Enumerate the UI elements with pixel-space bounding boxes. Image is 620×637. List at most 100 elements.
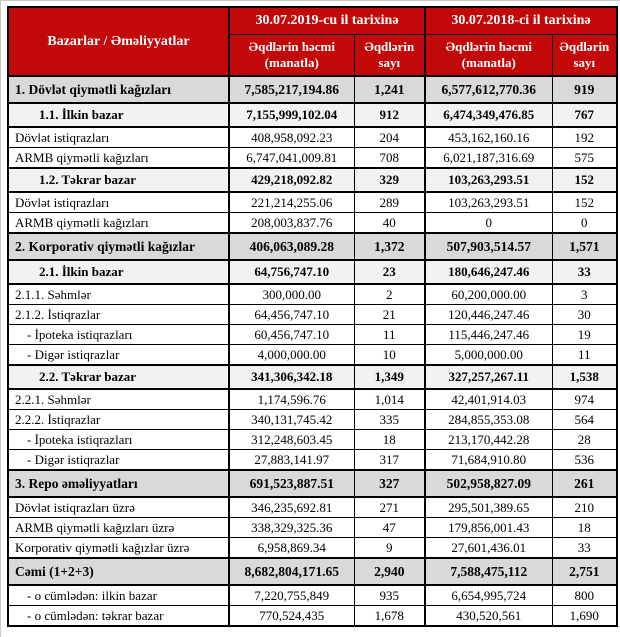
deal-volume-cell: 103,263,293.51 xyxy=(424,167,553,193)
deal-count-cell: 11 xyxy=(551,344,618,366)
row-label: - İpoteka istiqrazları xyxy=(7,324,230,345)
deal-count-cell: 912 xyxy=(353,102,426,128)
deal-count-cell: 23 xyxy=(353,259,426,285)
row-label: Dövlət istiqrazları xyxy=(7,126,230,148)
deal-volume-cell: 27,601,436.01 xyxy=(424,537,553,559)
deal-count-cell: 575 xyxy=(551,147,618,169)
column-header-volume-2018: Əqdlərin həcmi (manatla) xyxy=(424,34,553,77)
deal-count-cell: 271 xyxy=(353,496,426,518)
table-row: - Digər istiqrazlar 4,000,000.00 10 5,000,0… xyxy=(7,344,618,366)
deal-volume-cell: 42,401,914.03 xyxy=(424,388,553,410)
deal-count-cell: 10 xyxy=(353,344,426,366)
deal-volume-cell: 64,456,747.10 xyxy=(228,304,355,325)
deal-volume-cell: 6,958,869.34 xyxy=(228,537,355,559)
deal-volume-cell: 429,218,092.82 xyxy=(228,167,355,193)
deal-volume-cell: 502,958,827.09 xyxy=(424,469,553,498)
deal-volume-cell: 340,131,745.42 xyxy=(228,409,355,430)
deal-count-cell: 33 xyxy=(551,537,618,559)
deal-count-cell: 47 xyxy=(353,517,426,538)
deal-volume-cell: 338,329,325.36 xyxy=(228,517,355,538)
deal-count-cell: 708 xyxy=(353,147,426,169)
table-row: 2.2. Təkrar bazar 341,306,342.18 1,349 327,… xyxy=(7,364,618,390)
column-header-volume-2019: Əqdlərin həcmi (manatla) xyxy=(228,34,355,77)
table-row: 2.1. İlkin bazar 64,756,747.10 23 180,646,2… xyxy=(7,259,618,285)
row-label: 2. Korporativ qiymətli kağızlar xyxy=(7,232,230,261)
deal-count-cell: 1,538 xyxy=(551,364,618,390)
header-row-measures: Əqdlərin həcmi (manatla) Əqdlərin sayı Ə… xyxy=(8,34,618,77)
deal-volume-cell: 6,021,187,316.69 xyxy=(424,147,553,169)
table-row: - İpoteka istiqrazları 312,248,603.45 18 21… xyxy=(7,429,618,450)
column-group-2018-header: 30.07.2018-ci il tarixinə xyxy=(424,6,618,35)
deal-volume-cell: 408,958,092.23 xyxy=(228,126,355,148)
row-label: Dövlət istiqrazları üzrə xyxy=(7,496,230,518)
table-row: 2.2.1. Səhmlər 1,174,596.76 1,014 42,401,91… xyxy=(7,388,618,410)
deal-count-cell: 261 xyxy=(551,469,618,498)
deal-volume-cell: 8,682,804,171.65 xyxy=(228,557,355,586)
row-label: 2.1.1. Səhmlər xyxy=(7,283,230,305)
deal-count-cell: 192 xyxy=(551,126,618,148)
table-row: - o cümlədən: ilkin bazar 7,220,755,849 93… xyxy=(7,584,618,606)
table-row: 2.1.2. İstiqrazlar 64,456,747.10 21 120,446… xyxy=(7,304,618,325)
deal-volume-cell: 691,523,887.51 xyxy=(228,469,355,498)
deal-count-cell: 9 xyxy=(353,537,426,559)
deal-count-cell: 1,241 xyxy=(353,75,426,104)
deal-volume-cell: 295,501,389.65 xyxy=(424,496,553,518)
deal-count-cell: 1,372 xyxy=(353,232,426,261)
deal-volume-cell: 507,903,514.57 xyxy=(424,232,553,261)
table-row: - o cümlədən: təkrar bazar 770,524,435 1,6… xyxy=(7,605,618,627)
row-label: 2.2.2. İstiqrazlar xyxy=(7,409,230,430)
deal-count-cell: 2 xyxy=(353,283,426,305)
deal-count-cell: 18 xyxy=(551,517,618,538)
corner-header: Bazarlar / Əməliyyatlar xyxy=(7,6,230,77)
row-label: ARMB qiymətli kağızları xyxy=(7,212,230,234)
deal-volume-cell: 213,170,442.28 xyxy=(424,429,553,450)
row-label: Korporativ qiymətli kağızlar üzrə xyxy=(7,537,230,559)
row-label: ARMB qiymətli kağızları xyxy=(7,147,230,169)
table-row: 1.1. İlkin bazar 7,155,999,102.04 912 6,474… xyxy=(7,102,618,128)
deal-volume-cell: 6,747,041,009.81 xyxy=(228,147,355,169)
table-row: 2. Korporativ qiymətli kağızlar 406,063,0… xyxy=(7,232,618,261)
row-label: 1. Dövlət qiymətli kağızları xyxy=(7,75,230,104)
deal-volume-cell: 6,577,612,770.36 xyxy=(424,75,553,104)
deal-volume-cell: 180,646,247.46 xyxy=(424,259,553,285)
deal-count-cell: 33 xyxy=(551,259,618,285)
row-label: - Digər istiqrazlar xyxy=(7,449,230,471)
row-label: - Digər istiqrazlar xyxy=(7,344,230,366)
column-header-count-2018: Əqdlərin sayı xyxy=(551,34,618,77)
deal-count-cell: 919 xyxy=(551,75,618,104)
deal-count-cell: 30 xyxy=(551,304,618,325)
deal-count-cell: 327 xyxy=(353,469,426,498)
deal-count-cell: 28 xyxy=(551,429,618,450)
table-row: ARMB qiymətli kağızları üzrə 338,329,325.… xyxy=(7,517,618,538)
deal-volume-cell: 115,446,247.46 xyxy=(424,324,553,345)
table-row: 3. Repo əməliyyatları 691,523,887.51 327 50… xyxy=(7,469,618,498)
row-label: - o cümlədən: ilkin bazar xyxy=(7,584,230,606)
deal-count-cell: 11 xyxy=(353,324,426,345)
deal-volume-cell: 284,855,353.08 xyxy=(424,409,553,430)
deal-count-cell: 1,690 xyxy=(551,605,618,627)
row-label: ARMB qiymətli kağızları üzrə xyxy=(7,517,230,538)
deal-count-cell: 289 xyxy=(353,191,426,213)
deal-count-cell: 335 xyxy=(353,409,426,430)
deal-volume-cell: 27,883,141.97 xyxy=(228,449,355,471)
row-label: 3. Repo əməliyyatları xyxy=(7,469,230,498)
table-row: 1. Dövlət qiymətli kağızları 7,585,217,19… xyxy=(7,75,618,104)
deal-volume-cell: 327,257,267.11 xyxy=(424,364,553,390)
row-label: Cəmi (1+2+3) xyxy=(7,557,230,586)
deal-count-cell: 152 xyxy=(551,167,618,193)
column-header-count-2019: Əqdlərin sayı xyxy=(353,34,426,77)
deal-count-cell: 800 xyxy=(551,584,618,606)
deal-count-cell: 329 xyxy=(353,167,426,193)
table-row: 2.1.1. Səhmlər 300,000.00 2 60,200,000.00 3 xyxy=(7,283,618,305)
deal-count-cell: 152 xyxy=(551,191,618,213)
deal-count-cell: 974 xyxy=(551,388,618,410)
deal-count-cell: 210 xyxy=(551,496,618,518)
deal-volume-cell: 4,000,000.00 xyxy=(228,344,355,366)
row-label: Dövlət istiqrazları xyxy=(7,191,230,213)
table-row: Dövlət istiqrazları üzrə 346,235,692.81 27… xyxy=(7,496,618,518)
deal-count-cell: 935 xyxy=(353,584,426,606)
deal-volume-cell: 208,003,837.76 xyxy=(228,212,355,234)
deal-volume-cell: 60,456,747.10 xyxy=(228,324,355,345)
table-row: Korporativ qiymətli kağızlar üzrə 6,958,8… xyxy=(7,537,618,559)
deal-volume-cell: 1,174,596.76 xyxy=(228,388,355,410)
